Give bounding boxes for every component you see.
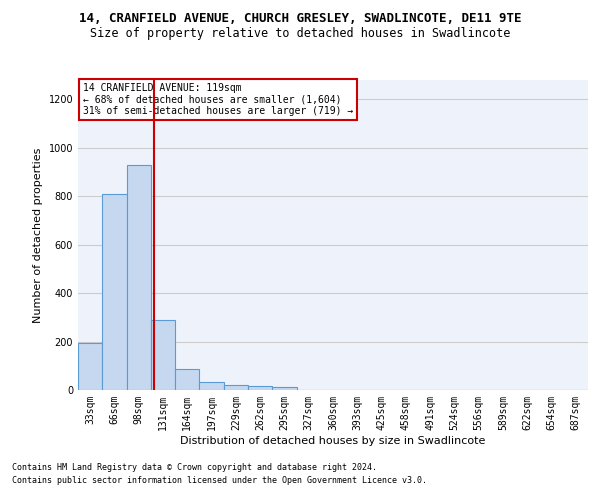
Bar — [224, 385, 248, 390]
Bar — [199, 382, 224, 390]
Text: 14, CRANFIELD AVENUE, CHURCH GRESLEY, SWADLINCOTE, DE11 9TE: 14, CRANFIELD AVENUE, CHURCH GRESLEY, SW… — [79, 12, 521, 26]
Bar — [248, 386, 272, 390]
Text: Contains public sector information licensed under the Open Government Licence v3: Contains public sector information licen… — [12, 476, 427, 485]
Bar — [175, 370, 199, 390]
Bar — [102, 194, 127, 390]
Text: Size of property relative to detached houses in Swadlincote: Size of property relative to detached ho… — [90, 28, 510, 40]
Bar — [127, 165, 151, 390]
Bar — [78, 343, 102, 390]
Y-axis label: Number of detached properties: Number of detached properties — [33, 148, 43, 322]
Text: Contains HM Land Registry data © Crown copyright and database right 2024.: Contains HM Land Registry data © Crown c… — [12, 464, 377, 472]
Bar — [151, 320, 175, 390]
X-axis label: Distribution of detached houses by size in Swadlincote: Distribution of detached houses by size … — [181, 436, 485, 446]
Bar — [272, 387, 296, 390]
Text: 14 CRANFIELD AVENUE: 119sqm
← 68% of detached houses are smaller (1,604)
31% of : 14 CRANFIELD AVENUE: 119sqm ← 68% of det… — [83, 83, 353, 116]
